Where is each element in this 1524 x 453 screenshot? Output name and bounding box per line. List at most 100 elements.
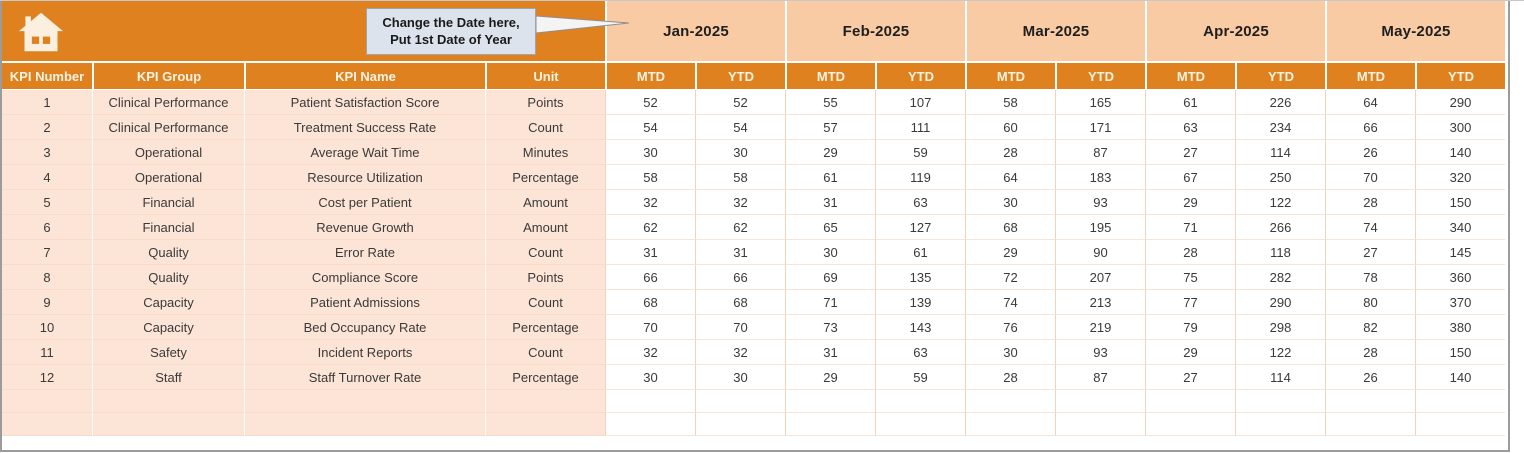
value-cell[interactable]: 135 <box>875 265 965 290</box>
value-cell[interactable]: 59 <box>875 365 965 390</box>
kpi-group-cell[interactable]: Quality <box>92 240 244 265</box>
value-cell[interactable]: 58 <box>965 90 1055 115</box>
value-cell[interactable]: 64 <box>965 165 1055 190</box>
value-cell[interactable]: 183 <box>1055 165 1145 190</box>
kpi-number-cell[interactable]: 5 <box>2 190 92 215</box>
value-cell[interactable]: 30 <box>605 365 695 390</box>
value-cell[interactable]: 380 <box>1415 315 1505 340</box>
value-cell[interactable]: 122 <box>1235 190 1325 215</box>
value-cell[interactable]: 32 <box>695 190 785 215</box>
value-cell[interactable]: 28 <box>965 140 1055 165</box>
value-cell[interactable]: 32 <box>695 340 785 365</box>
value-cell[interactable]: 54 <box>695 115 785 140</box>
value-cell[interactable]: 360 <box>1415 265 1505 290</box>
empty-value-cell[interactable] <box>875 413 965 436</box>
kpi-number-cell[interactable]: 2 <box>2 115 92 140</box>
value-cell[interactable]: 298 <box>1235 315 1325 340</box>
kpi-name-cell[interactable]: Revenue Growth <box>244 215 485 240</box>
value-cell[interactable]: 114 <box>1235 365 1325 390</box>
value-cell[interactable]: 29 <box>965 240 1055 265</box>
month-header-cell[interactable]: Apr-2025 <box>1145 1 1325 63</box>
value-cell[interactable]: 70 <box>1325 165 1415 190</box>
value-cell[interactable]: 74 <box>965 290 1055 315</box>
value-cell[interactable]: 31 <box>695 240 785 265</box>
value-cell[interactable]: 55 <box>785 90 875 115</box>
value-cell[interactable]: 27 <box>1325 240 1415 265</box>
value-cell[interactable]: 219 <box>1055 315 1145 340</box>
kpi-name-cell[interactable]: Average Wait Time <box>244 140 485 165</box>
kpi-group-cell[interactable]: Operational <box>92 165 244 190</box>
empty-value-cell[interactable] <box>965 413 1055 436</box>
value-cell[interactable]: 27 <box>1145 365 1235 390</box>
empty-value-cell[interactable] <box>785 390 875 413</box>
empty-value-cell[interactable] <box>785 413 875 436</box>
empty-value-cell[interactable] <box>1145 390 1235 413</box>
value-cell[interactable]: 80 <box>1325 290 1415 315</box>
value-cell[interactable]: 60 <box>965 115 1055 140</box>
unit-cell[interactable]: Count <box>485 340 605 365</box>
value-cell[interactable]: 31 <box>785 340 875 365</box>
value-cell[interactable]: 61 <box>1145 90 1235 115</box>
value-cell[interactable]: 57 <box>785 115 875 140</box>
value-cell[interactable]: 71 <box>1145 215 1235 240</box>
value-cell[interactable]: 29 <box>1145 190 1235 215</box>
value-cell[interactable]: 300 <box>1415 115 1505 140</box>
month-header-cell[interactable]: Mar-2025 <box>965 1 1145 63</box>
kpi-name-cell[interactable]: Bed Occupancy Rate <box>244 315 485 340</box>
value-cell[interactable]: 71 <box>785 290 875 315</box>
unit-cell[interactable]: Count <box>485 290 605 315</box>
kpi-group-cell[interactable]: Financial <box>92 190 244 215</box>
value-cell[interactable]: 26 <box>1325 140 1415 165</box>
value-cell[interactable]: 31 <box>785 190 875 215</box>
unit-cell[interactable]: Count <box>485 115 605 140</box>
empty-value-cell[interactable] <box>695 390 785 413</box>
value-cell[interactable]: 62 <box>605 215 695 240</box>
value-cell[interactable]: 195 <box>1055 215 1145 240</box>
value-cell[interactable]: 32 <box>605 340 695 365</box>
empty-value-cell[interactable] <box>1325 390 1415 413</box>
empty-info-cell[interactable] <box>92 390 244 413</box>
empty-value-cell[interactable] <box>1235 390 1325 413</box>
value-cell[interactable]: 127 <box>875 215 965 240</box>
value-cell[interactable]: 26 <box>1325 365 1415 390</box>
value-cell[interactable]: 93 <box>1055 190 1145 215</box>
value-cell[interactable]: 111 <box>875 115 965 140</box>
value-cell[interactable]: 78 <box>1325 265 1415 290</box>
empty-value-cell[interactable] <box>965 390 1055 413</box>
value-cell[interactable]: 370 <box>1415 290 1505 315</box>
kpi-number-cell[interactable]: 8 <box>2 265 92 290</box>
value-cell[interactable]: 63 <box>1145 115 1235 140</box>
value-cell[interactable]: 52 <box>695 90 785 115</box>
kpi-group-cell[interactable]: Financial <box>92 215 244 240</box>
value-cell[interactable]: 171 <box>1055 115 1145 140</box>
value-cell[interactable]: 165 <box>1055 90 1145 115</box>
value-cell[interactable]: 74 <box>1325 215 1415 240</box>
kpi-name-cell[interactable]: Resource Utilization <box>244 165 485 190</box>
value-cell[interactable]: 87 <box>1055 140 1145 165</box>
value-cell[interactable]: 82 <box>1325 315 1415 340</box>
kpi-number-cell[interactable]: 4 <box>2 165 92 190</box>
kpi-number-cell[interactable]: 10 <box>2 315 92 340</box>
kpi-number-cell[interactable]: 3 <box>2 140 92 165</box>
value-cell[interactable]: 70 <box>695 315 785 340</box>
kpi-name-cell[interactable]: Error Rate <box>244 240 485 265</box>
value-cell[interactable]: 76 <box>965 315 1055 340</box>
value-cell[interactable]: 29 <box>1145 340 1235 365</box>
kpi-name-cell[interactable]: Treatment Success Rate <box>244 115 485 140</box>
kpi-group-cell[interactable]: Clinical Performance <box>92 115 244 140</box>
home-button[interactable] <box>18 9 64 55</box>
value-cell[interactable]: 140 <box>1415 365 1505 390</box>
kpi-group-cell[interactable]: Capacity <box>92 315 244 340</box>
empty-value-cell[interactable] <box>695 413 785 436</box>
value-cell[interactable]: 90 <box>1055 240 1145 265</box>
value-cell[interactable]: 30 <box>695 140 785 165</box>
value-cell[interactable]: 30 <box>605 140 695 165</box>
value-cell[interactable]: 207 <box>1055 265 1145 290</box>
value-cell[interactable]: 63 <box>875 190 965 215</box>
value-cell[interactable]: 320 <box>1415 165 1505 190</box>
value-cell[interactable]: 234 <box>1235 115 1325 140</box>
value-cell[interactable]: 77 <box>1145 290 1235 315</box>
value-cell[interactable]: 73 <box>785 315 875 340</box>
empty-info-cell[interactable] <box>244 390 485 413</box>
unit-cell[interactable]: Count <box>485 240 605 265</box>
